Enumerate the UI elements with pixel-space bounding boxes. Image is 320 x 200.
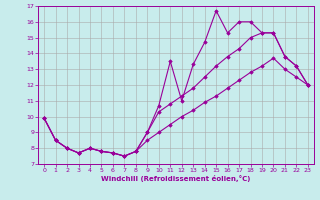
X-axis label: Windchill (Refroidissement éolien,°C): Windchill (Refroidissement éolien,°C) <box>101 175 251 182</box>
